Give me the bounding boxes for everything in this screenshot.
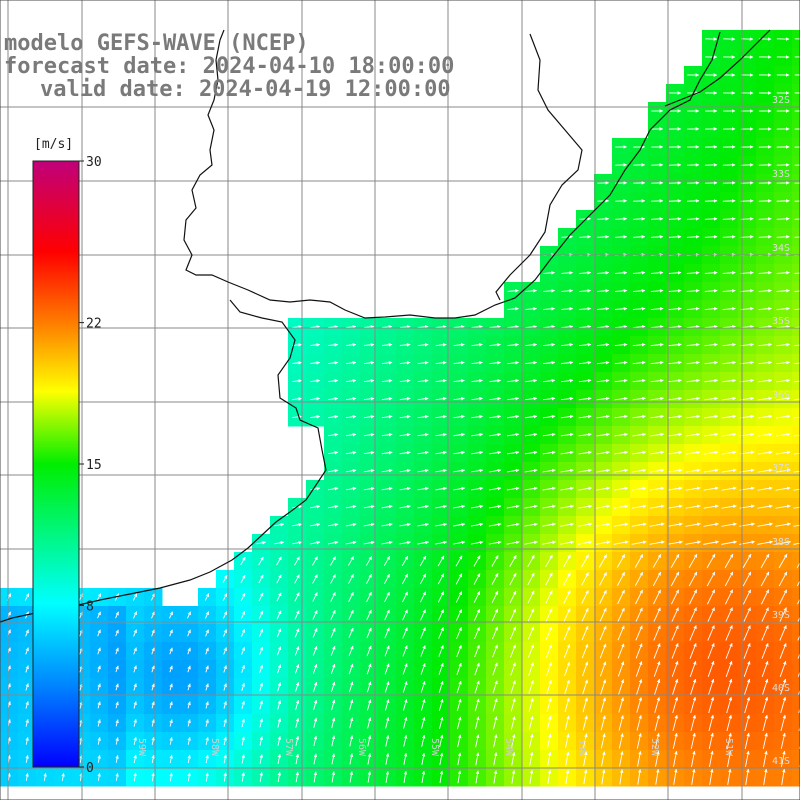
wind-arrow [597, 217, 610, 221]
field-cell [792, 660, 800, 679]
longitude-label: 52W [649, 738, 660, 757]
wind-arrow [633, 217, 646, 221]
field-cell [792, 750, 800, 769]
colorbar-tick-label: 15 [86, 458, 102, 473]
wind-arrow [758, 199, 772, 203]
latitude-label: 35S [772, 316, 790, 327]
wind-arrow [794, 200, 800, 202]
field-cell [792, 480, 800, 499]
wind-arrow [561, 235, 573, 239]
wind-arrow [740, 199, 754, 203]
longitude-label: 53W [576, 738, 587, 757]
latitude-label: 38S [772, 537, 790, 548]
longitude-label: 59W [136, 738, 147, 757]
field-cell [792, 732, 800, 751]
field-cell [792, 570, 800, 589]
latitude-label: 33S [772, 169, 790, 180]
longitude-label: 51W [723, 738, 734, 757]
title-valid-date: valid date: 2024-04-19 12:00:00 [40, 77, 451, 102]
latitude-label: 36S [772, 390, 790, 401]
field-cell [792, 696, 800, 715]
latitude-label: 40S [772, 683, 790, 694]
longitude-label: 56W [356, 738, 367, 757]
field-cell [792, 516, 800, 535]
field-cell [792, 462, 800, 481]
wind-arrow [758, 217, 772, 221]
latitude-label: 39S [772, 610, 790, 621]
wind-arrow [597, 235, 610, 239]
field-cell [792, 768, 800, 787]
field-cell [792, 552, 800, 571]
field-cell [792, 678, 800, 697]
wind-arrow [579, 235, 592, 239]
field-cell [792, 588, 800, 607]
colorbar-unit-label: [m/s] [34, 137, 73, 152]
colorbar-tick-label: 22 [86, 317, 102, 332]
latitude-label: 37S [772, 463, 790, 474]
wind-arrow [615, 217, 628, 221]
title-model: modelo GEFS-WAVE (NCEP) [4, 31, 309, 56]
wind-arrow [776, 217, 790, 221]
colorbar-scale [32, 160, 80, 768]
title-forecast-date: forecast date: 2024-04-10 18:00:00 [4, 54, 454, 79]
latitude-label: 34S [772, 243, 790, 254]
field-cell [792, 444, 800, 463]
wind-arrow [686, 217, 700, 221]
field-cell [792, 534, 800, 553]
longitude-label: 54W [503, 738, 514, 757]
wind-arrow [615, 235, 628, 239]
longitude-label: 58W [209, 738, 220, 757]
wind-arrow [722, 217, 736, 221]
longitude-label: 55W [429, 738, 440, 757]
wind-arrow [704, 217, 718, 221]
colorbar-tick-label: 0 [86, 761, 94, 776]
latitude-label: 41S [772, 756, 790, 767]
field-cell [792, 498, 800, 517]
longitude-label: 57W [283, 738, 294, 757]
field-cell [792, 606, 800, 625]
colorbar-tick-label: 30 [86, 155, 102, 170]
wind-arrow [740, 217, 754, 221]
wind-arrow [776, 199, 790, 203]
latitude-label: 32S [772, 95, 790, 106]
wind-arrow [668, 217, 682, 221]
field-cell [792, 642, 800, 661]
wind-arrow [651, 217, 664, 221]
colorbar-tick-label: 8 [86, 599, 94, 614]
field-cell [792, 624, 800, 643]
field-cell [792, 714, 800, 733]
